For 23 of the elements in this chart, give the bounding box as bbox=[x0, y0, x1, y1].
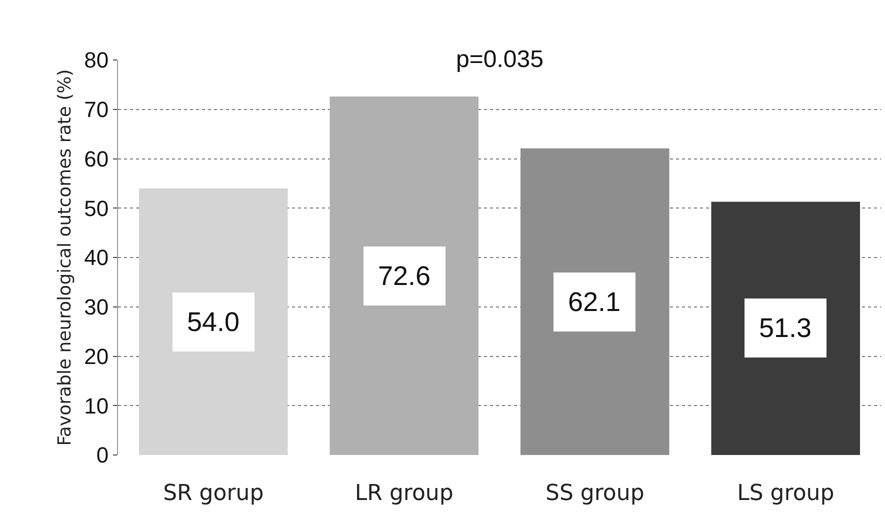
bar bbox=[138, 188, 288, 455]
y-tick-label: 70 bbox=[84, 97, 109, 122]
data-label: 62.1 bbox=[568, 287, 621, 317]
annotation: p=0.035 bbox=[456, 46, 544, 73]
y-tick-label: 10 bbox=[84, 393, 109, 418]
bar bbox=[711, 202, 860, 455]
y-tick-label: 80 bbox=[84, 48, 109, 73]
y-axis-title: Favorable neurological outcomes rate (%) bbox=[54, 69, 76, 446]
data-label: 51.3 bbox=[759, 313, 812, 343]
x-tick-label: SR gorup bbox=[163, 481, 264, 506]
bar bbox=[520, 148, 670, 455]
y-tick-label: 60 bbox=[84, 146, 109, 172]
y-tick-label: 50 bbox=[84, 196, 109, 221]
x-tick-label: SS group bbox=[545, 481, 644, 506]
x-tick-label: LR group bbox=[354, 481, 454, 506]
data-label: 54.0 bbox=[187, 307, 240, 337]
data-label: 72.6 bbox=[378, 261, 431, 291]
bar bbox=[330, 96, 479, 455]
y-tick-label: 20 bbox=[84, 344, 109, 369]
y-tick-label: 0 bbox=[96, 442, 109, 468]
y-tick-label: 30 bbox=[84, 294, 109, 320]
x-tick-label: LS group bbox=[737, 481, 834, 506]
y-tick-label: 40 bbox=[84, 245, 109, 270]
